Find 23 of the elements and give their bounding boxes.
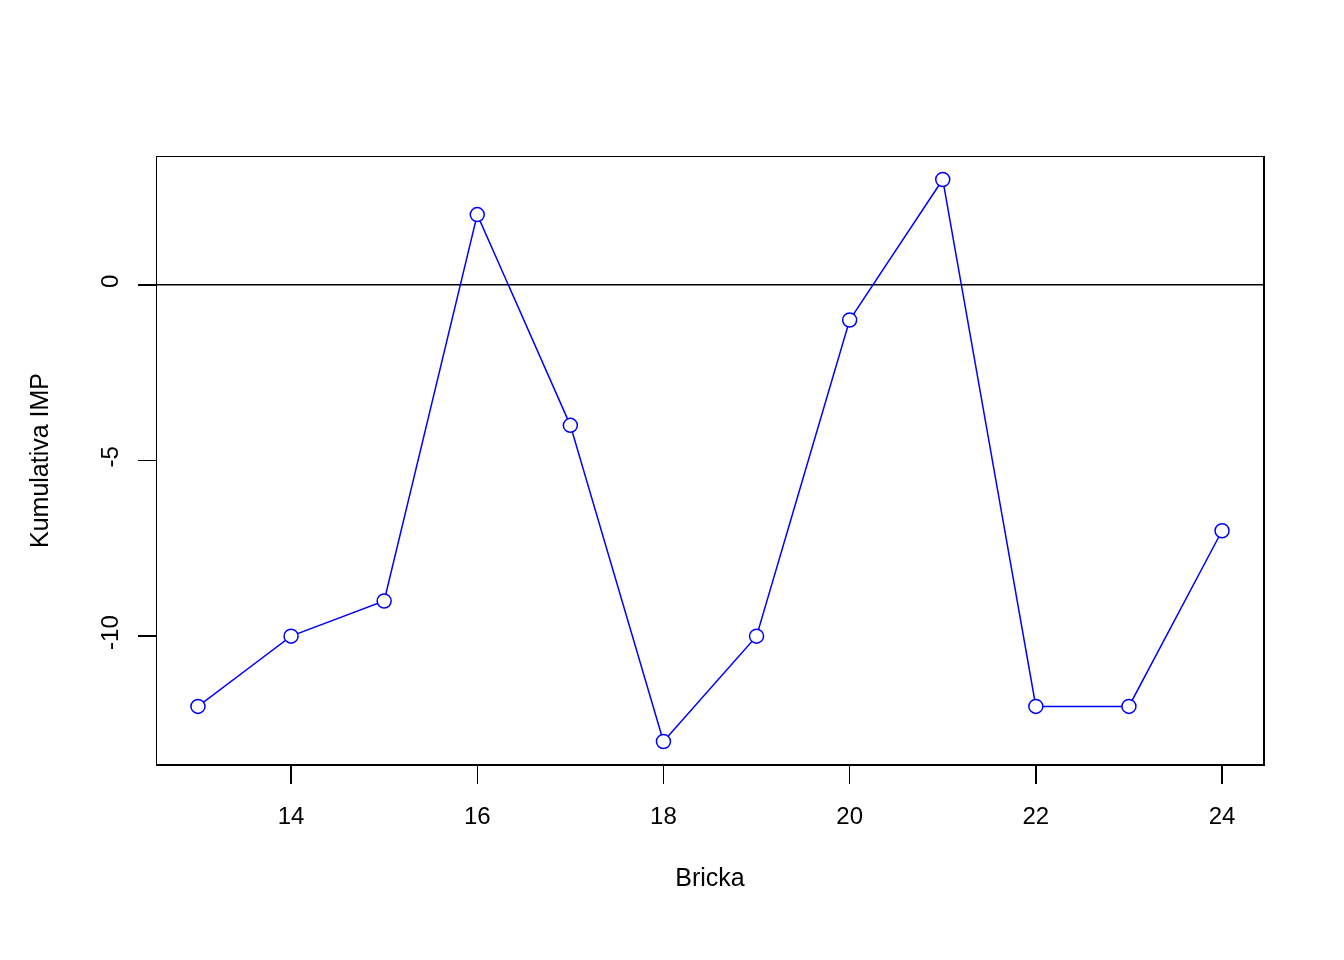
x-tick-label: 22 bbox=[1022, 802, 1050, 830]
point bbox=[748, 628, 765, 644]
x-tick-label: 20 bbox=[836, 802, 863, 830]
point bbox=[376, 593, 392, 609]
point bbox=[1121, 698, 1137, 715]
x-axis-title: Bricka bbox=[675, 863, 745, 892]
y-tick-label: 0 bbox=[95, 274, 123, 288]
x-tick-label: 18 bbox=[650, 802, 677, 830]
y-axis-title: Kumulativa IMP bbox=[24, 372, 53, 549]
x-tick-label: 24 bbox=[1208, 802, 1236, 830]
point bbox=[283, 628, 299, 644]
x-tick-label: 16 bbox=[463, 802, 491, 830]
y-tick-label: -10 bbox=[95, 615, 123, 650]
point bbox=[655, 733, 672, 750]
point bbox=[469, 206, 486, 223]
point bbox=[1028, 698, 1044, 715]
x-tick-label: 14 bbox=[277, 802, 305, 830]
point bbox=[1214, 523, 1230, 539]
point bbox=[562, 417, 579, 434]
point bbox=[190, 698, 206, 715]
point bbox=[935, 171, 951, 188]
point bbox=[841, 312, 858, 328]
y-tick-label: -5 bbox=[95, 446, 123, 468]
